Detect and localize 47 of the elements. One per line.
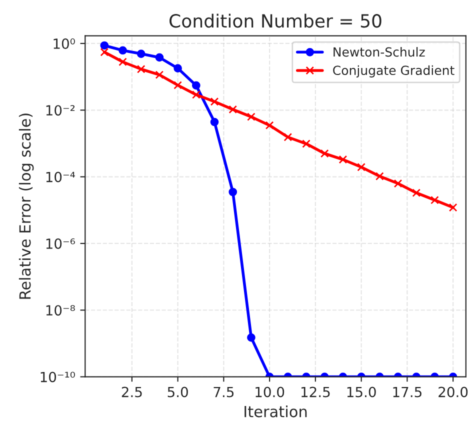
x-tick-label: 17.5	[393, 386, 422, 398]
point	[284, 132, 292, 142]
point	[174, 81, 182, 90]
point	[118, 58, 127, 66]
legend-label: Conjugate Gradient	[333, 65, 454, 78]
point	[302, 140, 310, 148]
point	[210, 97, 219, 106]
x-tick-label: 2.5	[122, 386, 142, 398]
x-tick-label: 10.0	[256, 386, 284, 398]
x-tick-label: 20.0	[438, 386, 468, 398]
y-tick-label: 10⁻²	[46, 105, 75, 116]
x-tick-label: 12.5	[301, 386, 330, 398]
x-tick-label: 15.0	[347, 386, 376, 398]
point	[192, 81, 200, 90]
point	[100, 48, 109, 56]
point	[338, 155, 348, 164]
point	[375, 172, 384, 180]
point	[100, 41, 109, 50]
point	[228, 105, 238, 114]
point	[136, 64, 146, 74]
point	[320, 149, 329, 158]
point	[118, 46, 127, 55]
point	[210, 118, 219, 126]
y-axis-title: Relative Error (log scale)	[18, 114, 34, 299]
point	[136, 50, 146, 58]
point	[192, 90, 200, 99]
x-tick-label: 7.5	[214, 386, 234, 398]
point	[357, 162, 366, 172]
point	[247, 112, 256, 121]
x-axis-title: Iteration	[244, 406, 307, 418]
y-tick-label: 10⁻⁶	[46, 238, 75, 249]
legend-label: Newton-Schulz	[334, 47, 425, 57]
y-tick-label: 10⁰	[54, 38, 75, 49]
y-tick-label: 10⁻⁸	[46, 305, 75, 316]
y-tick-label: 10⁻¹⁰	[40, 372, 75, 382]
point	[412, 188, 421, 198]
point	[448, 203, 458, 212]
point	[265, 121, 274, 130]
point	[155, 53, 164, 62]
point	[394, 179, 402, 188]
y-tick-label: 10⁻⁴	[46, 172, 75, 182]
x-tick-label: 5.0	[168, 386, 188, 398]
point	[228, 188, 238, 196]
point	[155, 70, 164, 79]
point	[174, 64, 182, 72]
chart-title: Condition Number = 50	[170, 14, 382, 28]
point	[430, 196, 439, 204]
